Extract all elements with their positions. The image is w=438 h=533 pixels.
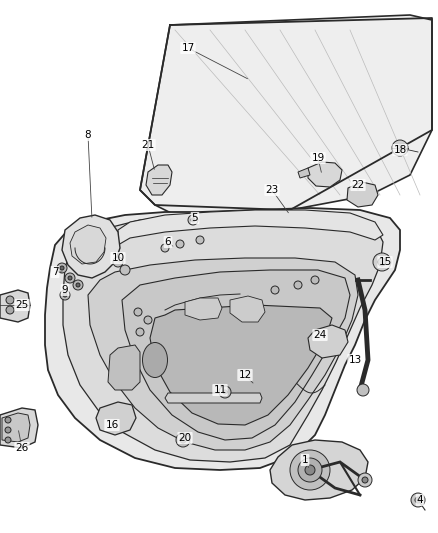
Circle shape bbox=[415, 497, 421, 503]
Text: 10: 10 bbox=[111, 253, 124, 263]
Text: 11: 11 bbox=[213, 385, 226, 395]
Text: 7: 7 bbox=[52, 267, 58, 277]
Text: 4: 4 bbox=[417, 495, 423, 505]
Polygon shape bbox=[270, 440, 368, 500]
Circle shape bbox=[358, 473, 372, 487]
Text: 21: 21 bbox=[141, 140, 155, 150]
Circle shape bbox=[6, 306, 14, 314]
Circle shape bbox=[219, 386, 231, 398]
Circle shape bbox=[294, 281, 302, 289]
Text: 26: 26 bbox=[15, 443, 28, 453]
Polygon shape bbox=[185, 298, 222, 320]
Polygon shape bbox=[0, 290, 30, 322]
Text: 8: 8 bbox=[85, 130, 91, 140]
Circle shape bbox=[134, 308, 142, 316]
Polygon shape bbox=[308, 325, 348, 358]
Polygon shape bbox=[88, 258, 358, 450]
Circle shape bbox=[176, 240, 184, 248]
Text: 24: 24 bbox=[313, 330, 327, 340]
Circle shape bbox=[60, 266, 64, 270]
Text: 6: 6 bbox=[165, 237, 171, 247]
Text: 23: 23 bbox=[265, 185, 279, 195]
Text: 12: 12 bbox=[238, 370, 251, 380]
Polygon shape bbox=[230, 296, 265, 322]
Polygon shape bbox=[62, 215, 120, 278]
Circle shape bbox=[305, 465, 315, 475]
Text: 5: 5 bbox=[192, 213, 198, 223]
Polygon shape bbox=[63, 213, 383, 462]
Circle shape bbox=[411, 493, 425, 507]
Circle shape bbox=[144, 316, 152, 324]
Polygon shape bbox=[146, 165, 172, 195]
Circle shape bbox=[191, 218, 195, 222]
Circle shape bbox=[120, 265, 130, 275]
Circle shape bbox=[311, 276, 319, 284]
Circle shape bbox=[57, 263, 67, 273]
Text: 18: 18 bbox=[393, 145, 406, 155]
Polygon shape bbox=[150, 305, 332, 425]
Text: 20: 20 bbox=[178, 433, 191, 443]
Polygon shape bbox=[347, 182, 378, 207]
Circle shape bbox=[6, 296, 14, 304]
Polygon shape bbox=[118, 210, 383, 245]
Text: 16: 16 bbox=[106, 420, 119, 430]
Ellipse shape bbox=[142, 343, 167, 377]
Circle shape bbox=[113, 257, 123, 267]
Polygon shape bbox=[165, 393, 262, 403]
Circle shape bbox=[180, 437, 186, 443]
Circle shape bbox=[223, 390, 227, 394]
Circle shape bbox=[362, 477, 368, 483]
Circle shape bbox=[290, 450, 330, 490]
Circle shape bbox=[60, 290, 70, 300]
Circle shape bbox=[5, 427, 11, 433]
Circle shape bbox=[161, 244, 169, 252]
Text: 13: 13 bbox=[348, 355, 362, 365]
Circle shape bbox=[68, 276, 72, 280]
Text: 1: 1 bbox=[302, 455, 308, 465]
Polygon shape bbox=[70, 225, 106, 264]
Text: 19: 19 bbox=[311, 153, 325, 163]
Circle shape bbox=[373, 253, 391, 271]
Text: 25: 25 bbox=[15, 300, 28, 310]
Circle shape bbox=[392, 140, 408, 156]
Circle shape bbox=[397, 145, 403, 151]
Circle shape bbox=[271, 286, 279, 294]
Circle shape bbox=[188, 215, 198, 225]
Circle shape bbox=[5, 417, 11, 423]
Polygon shape bbox=[96, 402, 136, 435]
Polygon shape bbox=[45, 208, 400, 470]
Circle shape bbox=[298, 458, 322, 482]
Polygon shape bbox=[140, 15, 432, 215]
Text: 15: 15 bbox=[378, 257, 392, 267]
Circle shape bbox=[176, 433, 190, 447]
Text: 17: 17 bbox=[181, 43, 194, 53]
Circle shape bbox=[5, 437, 11, 443]
Circle shape bbox=[65, 273, 75, 283]
Circle shape bbox=[136, 328, 144, 336]
Circle shape bbox=[63, 293, 67, 297]
Polygon shape bbox=[122, 270, 350, 440]
Polygon shape bbox=[108, 345, 140, 390]
Circle shape bbox=[196, 236, 204, 244]
Circle shape bbox=[76, 283, 80, 287]
Text: 22: 22 bbox=[351, 180, 364, 190]
Circle shape bbox=[378, 258, 386, 266]
Polygon shape bbox=[0, 408, 38, 448]
Polygon shape bbox=[298, 168, 310, 178]
Polygon shape bbox=[308, 162, 342, 187]
Text: 9: 9 bbox=[62, 285, 68, 295]
Circle shape bbox=[73, 280, 83, 290]
Circle shape bbox=[357, 384, 369, 396]
Polygon shape bbox=[2, 413, 30, 442]
